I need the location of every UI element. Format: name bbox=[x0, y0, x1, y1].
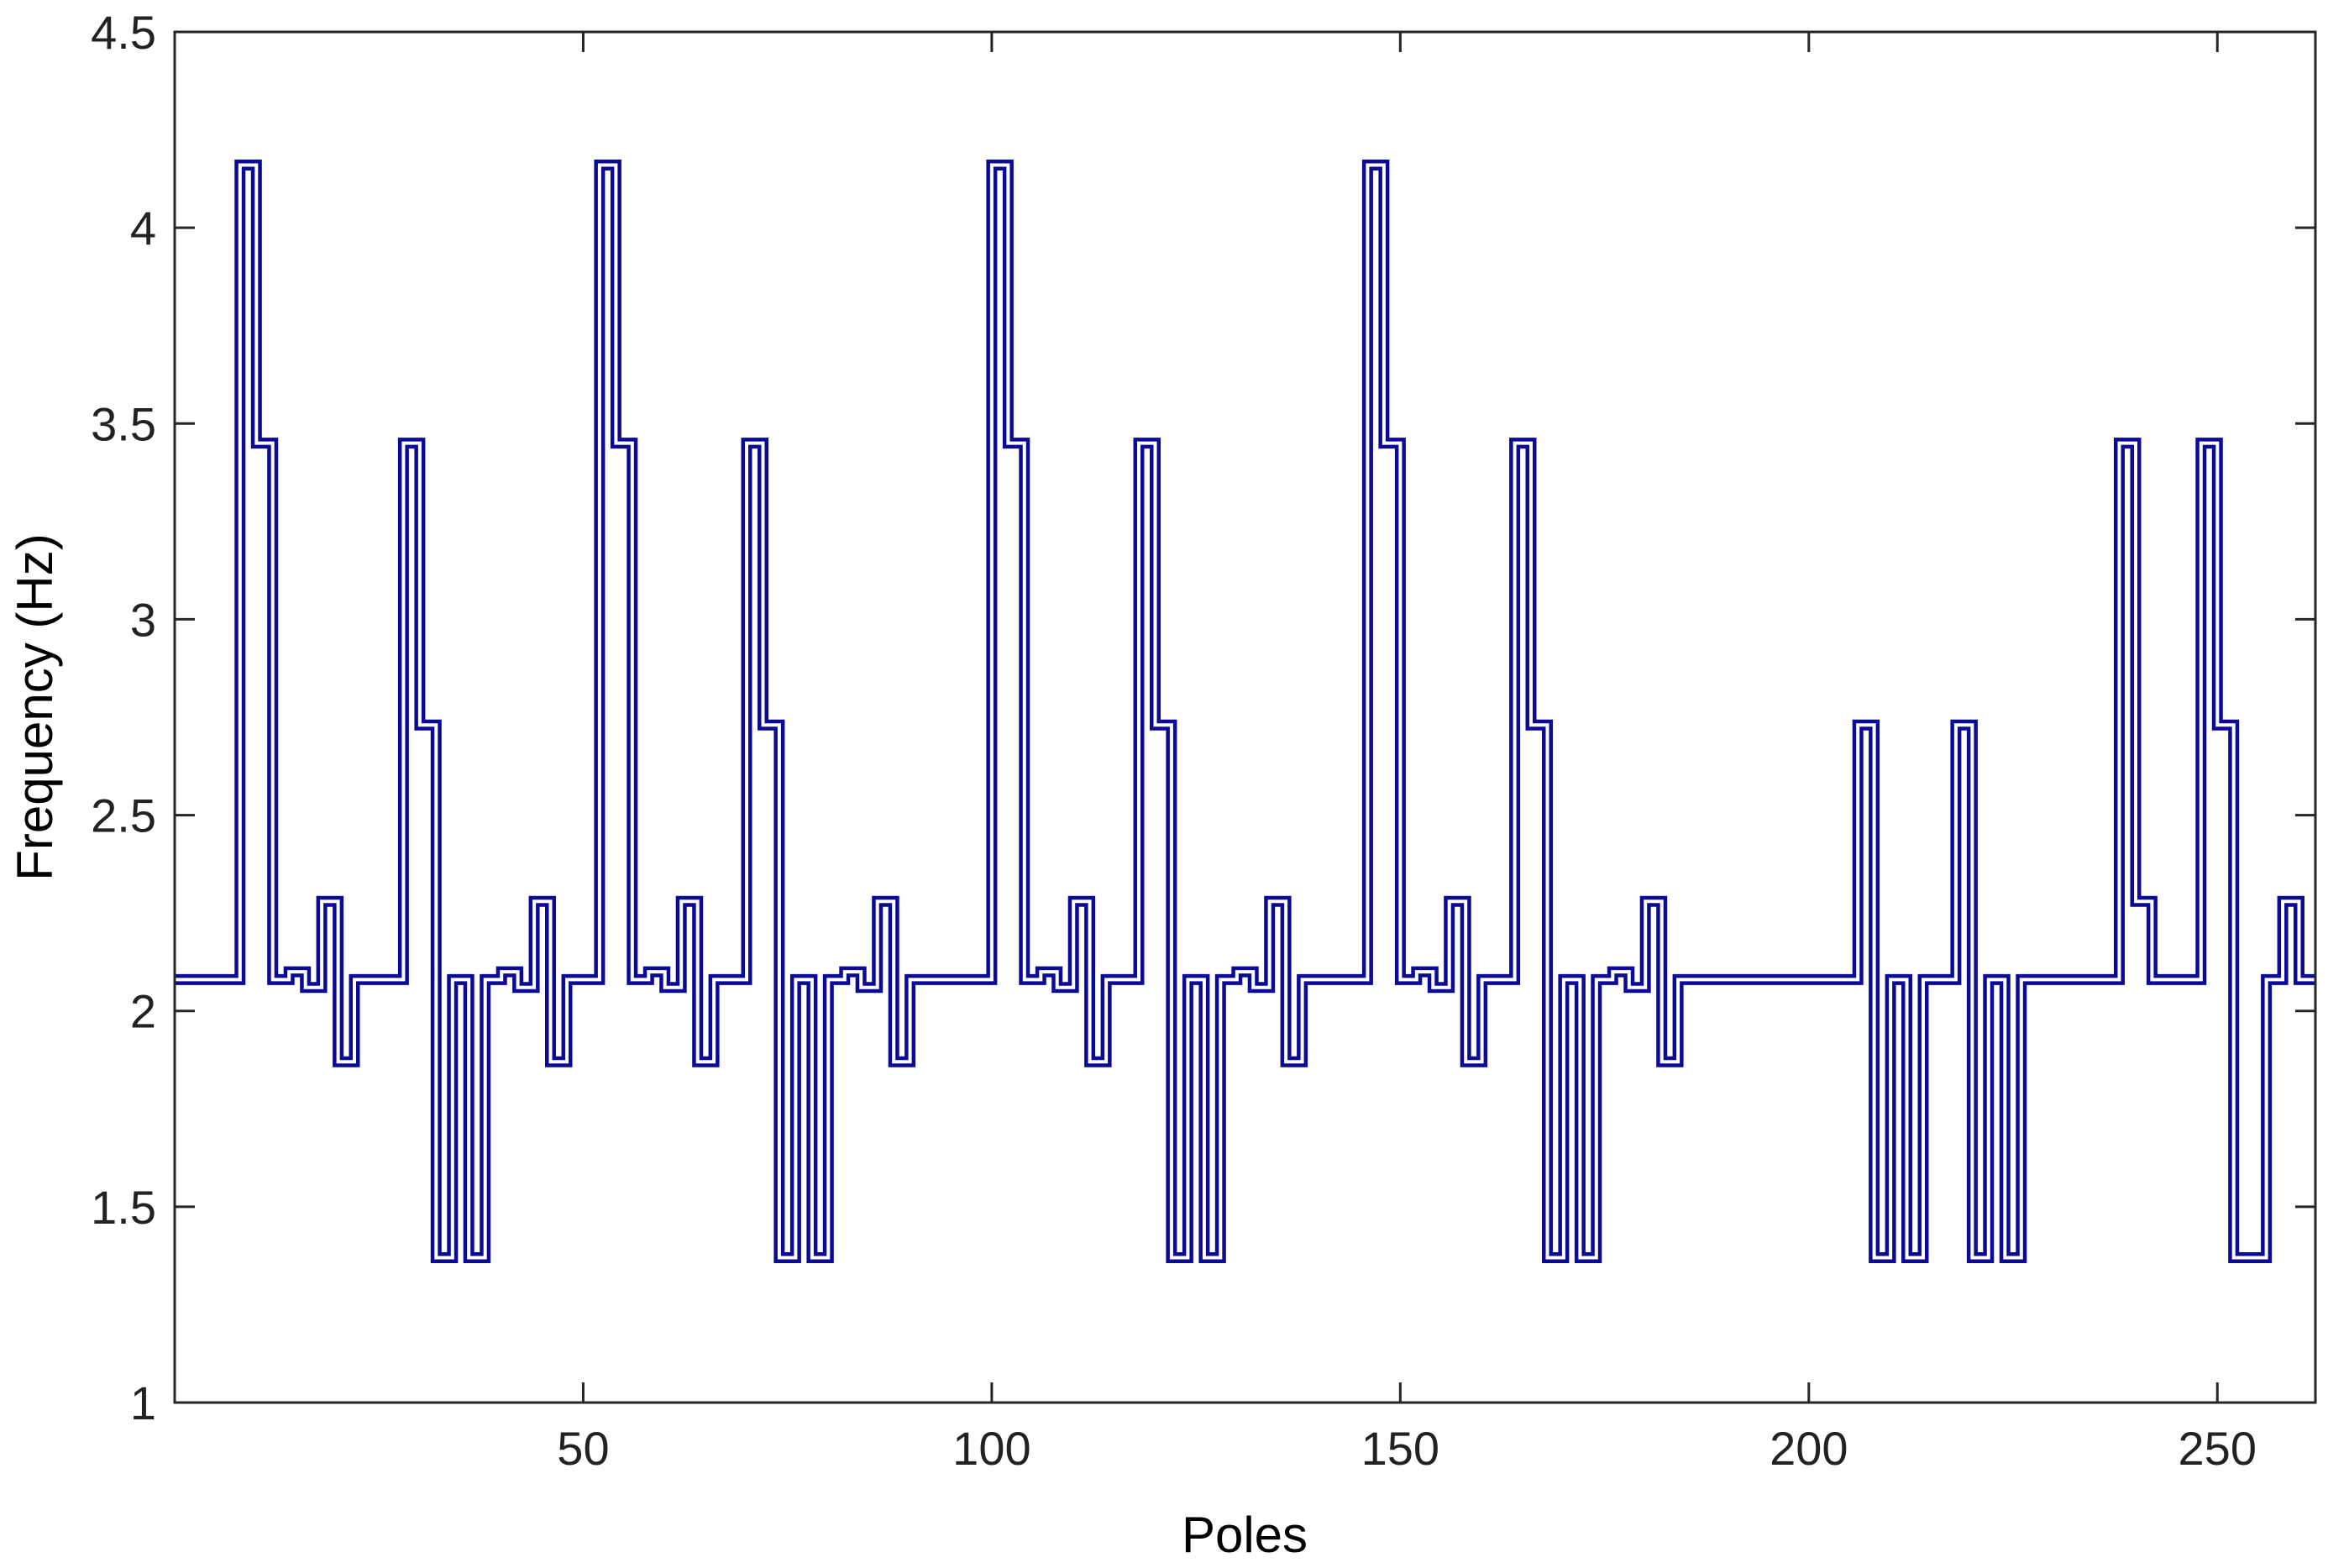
y-tick-label: 3.5 bbox=[91, 397, 156, 450]
series-line-inner bbox=[175, 163, 2315, 1260]
x-axis-label: Poles bbox=[1182, 1507, 1308, 1563]
y-tick-label: 2.5 bbox=[91, 789, 156, 842]
y-tick-label: 1.5 bbox=[91, 1181, 156, 1234]
x-tick-label: 50 bbox=[557, 1422, 609, 1475]
x-tick-label: 250 bbox=[2179, 1422, 2257, 1475]
axes-box bbox=[173, 30, 2317, 1404]
y-tick-label: 3 bbox=[130, 593, 156, 646]
axes: 1 1.5 2 2.5 3 3.5 4 4.5 50 100 150 200 250 bbox=[91, 6, 2317, 1475]
x-tick-label: 200 bbox=[1770, 1422, 1848, 1475]
y-tick-label: 1 bbox=[130, 1377, 156, 1429]
x-tick-label: 150 bbox=[1361, 1422, 1439, 1475]
x-tick-label: 100 bbox=[952, 1422, 1030, 1475]
y-tick-label: 4.5 bbox=[91, 6, 156, 59]
y-tick-label: 2 bbox=[130, 985, 156, 1038]
y-tick-label: 4 bbox=[130, 202, 156, 254]
plot-area bbox=[175, 160, 2315, 1263]
y-axis-label: Frequency (Hz) bbox=[7, 533, 63, 880]
